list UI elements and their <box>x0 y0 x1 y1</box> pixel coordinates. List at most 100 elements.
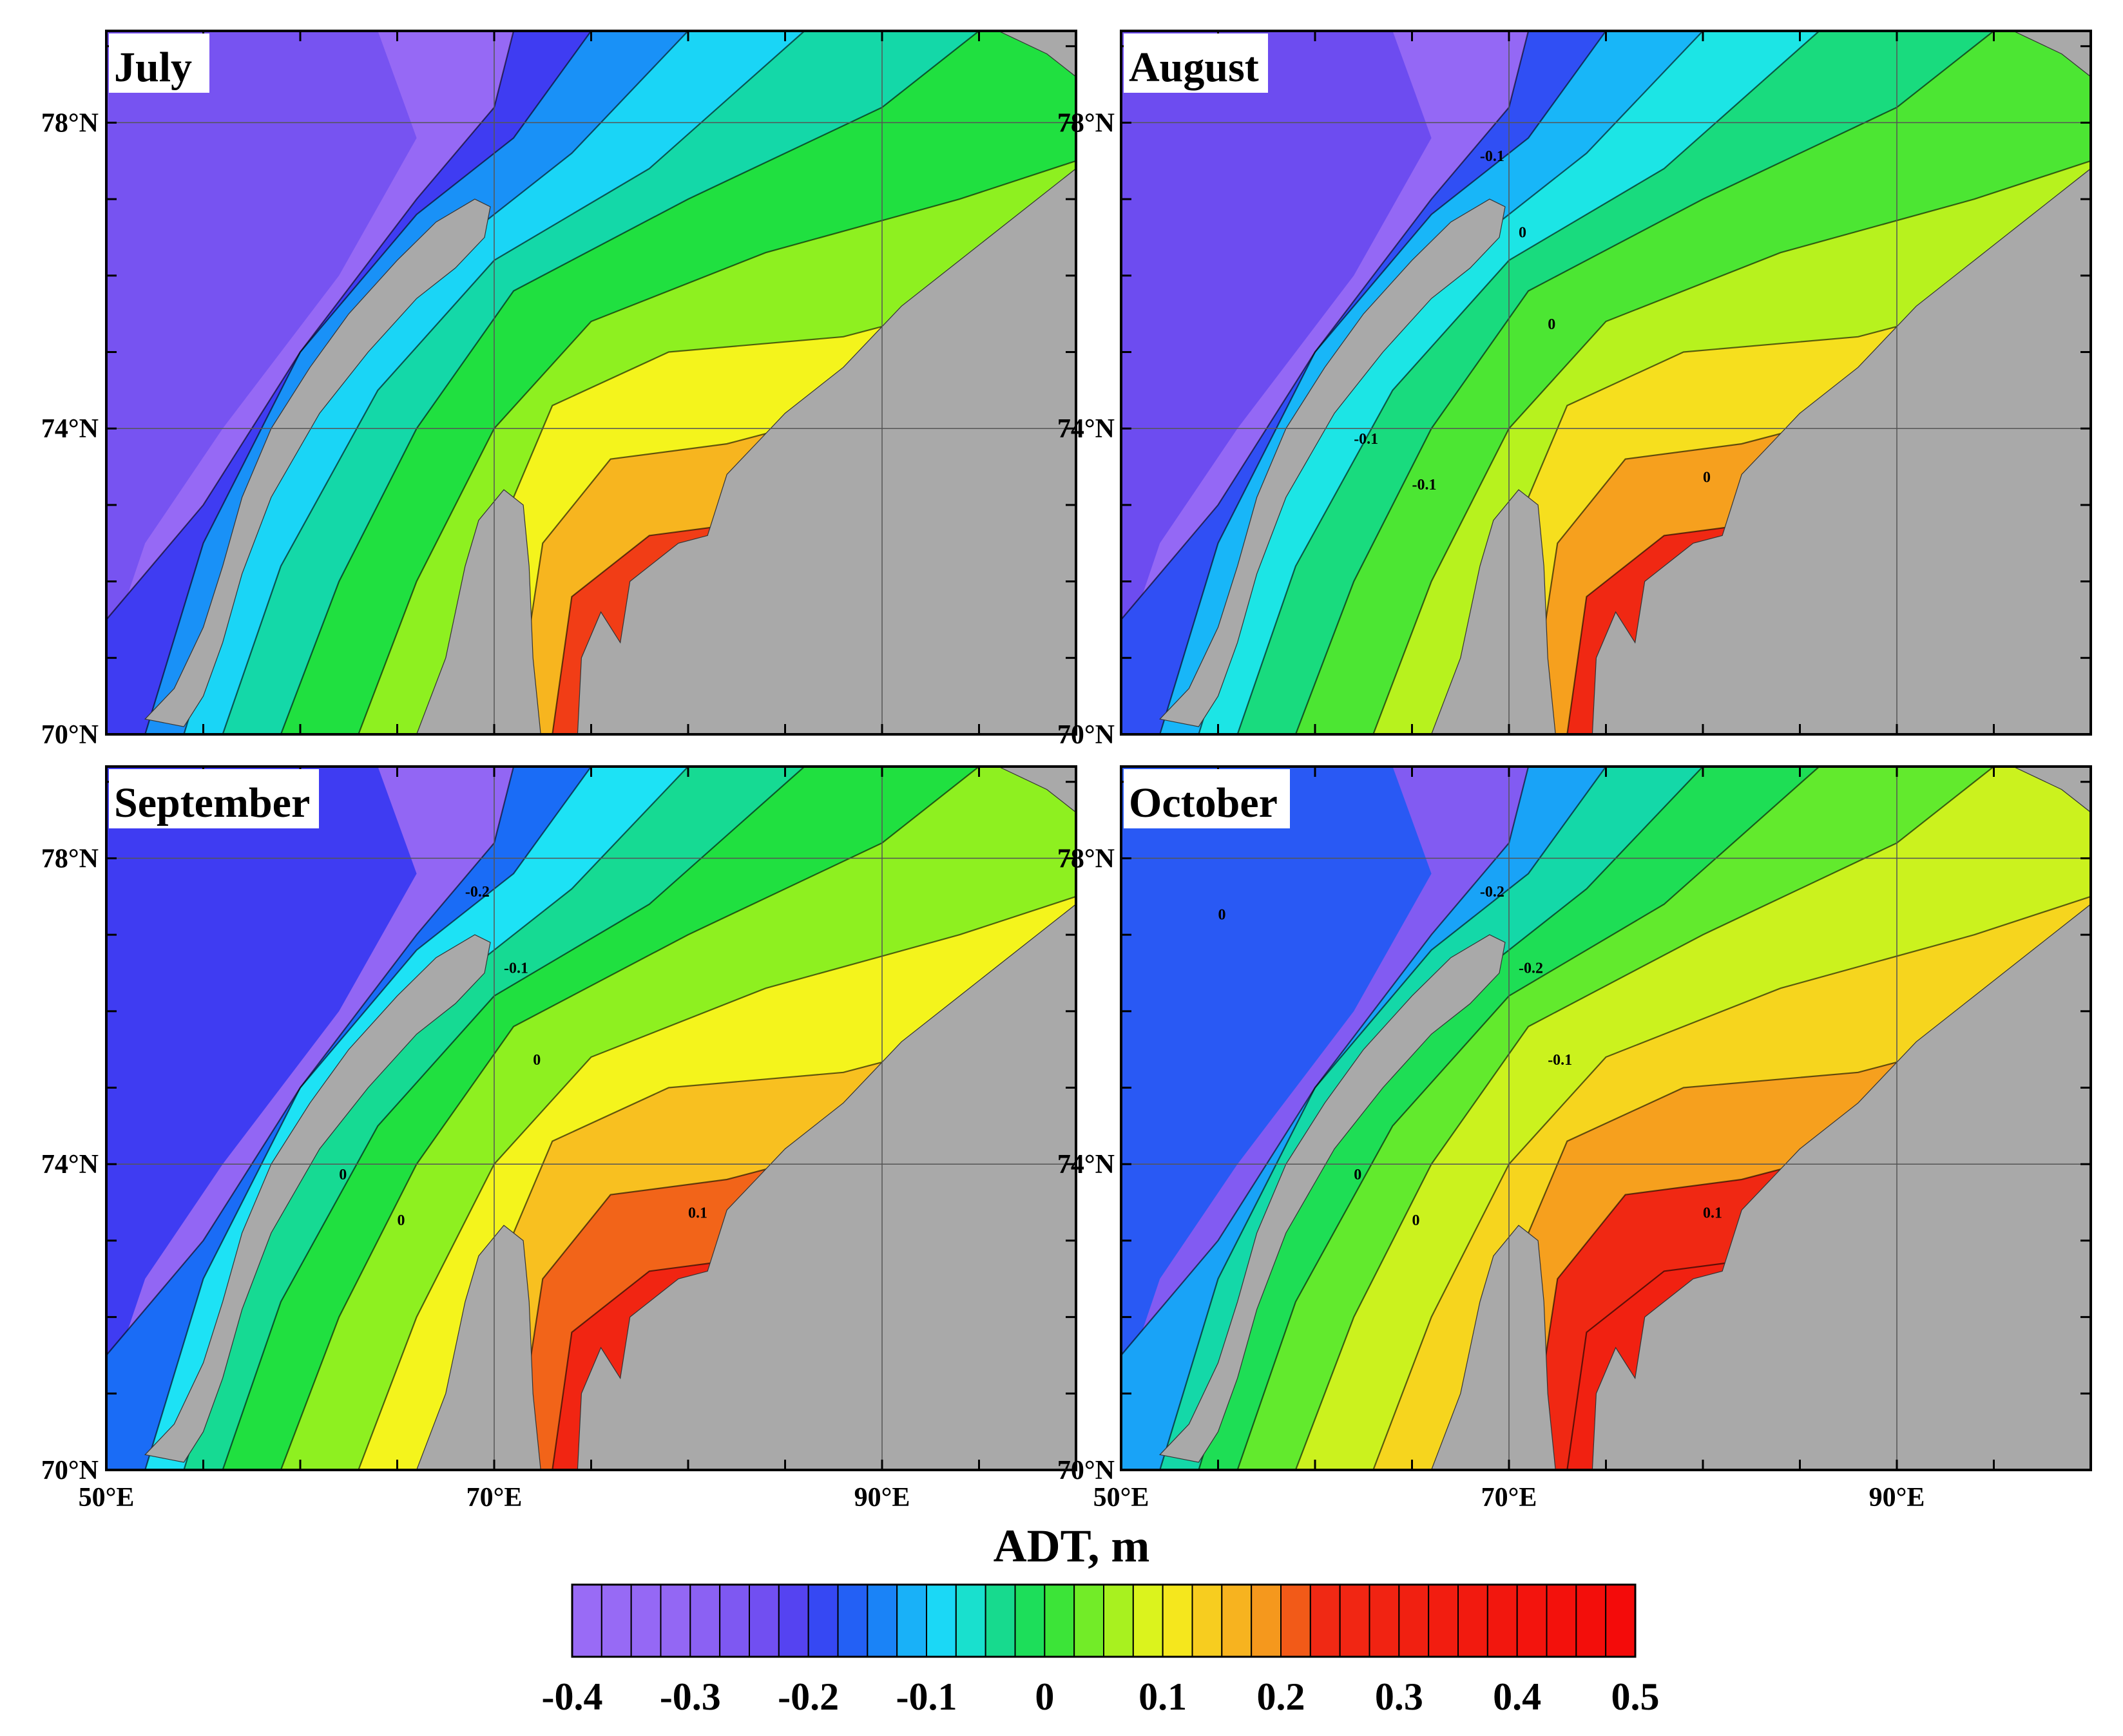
colorbar-cell <box>985 1584 1016 1657</box>
colorbar-cell <box>1162 1584 1193 1657</box>
contour-label: 0 <box>1519 224 1526 241</box>
lat-label: 74°N <box>1057 414 1115 444</box>
colorbar-cell <box>1280 1584 1311 1657</box>
panel-title-bg <box>1124 769 1290 828</box>
colorbar-cell <box>837 1584 869 1657</box>
colorbar-cell <box>719 1584 750 1657</box>
contour-label: 0 <box>339 1167 347 1183</box>
colorbar-cell <box>1369 1584 1400 1657</box>
adt-contour <box>280 767 1076 1470</box>
adt-contour <box>1469 1010 2091 1470</box>
contour-label: 0 <box>1218 906 1226 923</box>
contour-label: 0.1 <box>1703 1205 1722 1221</box>
adt-contour <box>1159 767 2091 1470</box>
novaya-zemlya-land <box>144 934 491 1463</box>
lat-label: 78°N <box>1057 108 1115 138</box>
gydan-land <box>577 903 1076 1470</box>
lat-label: 78°N <box>41 844 99 873</box>
panel-title-bg <box>109 33 209 93</box>
colorbar-cell <box>807 1584 839 1657</box>
colorbar-tick-label: 0.4 <box>1493 1675 1541 1718</box>
lat-label: 74°N <box>1057 1150 1115 1179</box>
colorbar-cell <box>1516 1584 1548 1657</box>
lat-label: 78°N <box>41 108 99 138</box>
colorbar-cell <box>778 1584 809 1657</box>
adt-band <box>1121 767 1432 1394</box>
colorbar-cell <box>1221 1584 1253 1657</box>
adt-contour <box>106 31 1076 734</box>
adt-contour <box>144 767 1076 1470</box>
lat-label: 70°N <box>41 1456 99 1485</box>
gydan-land <box>577 167 1076 734</box>
lat-label: 70°N <box>1057 720 1115 750</box>
colorbar-cell <box>1605 1584 1637 1657</box>
colorbar-cell <box>1251 1584 1282 1657</box>
adt-band <box>106 31 417 658</box>
adt-contour <box>454 1010 1076 1470</box>
panel-title-bg <box>109 769 319 828</box>
novaya-zemlya-land <box>144 198 491 727</box>
colorbar-cell <box>572 1584 602 1657</box>
map-panels: July 78°N 74°N 70°N -0.1 0 0 -0.1 -0.1 0 August 78°… <box>41 30 2092 1512</box>
map-panel-july: July 78°N 74°N 70°N <box>41 30 1077 750</box>
lat-label: 74°N <box>41 414 99 444</box>
gydan-land <box>1591 903 2091 1470</box>
lon-label: 50°E <box>79 1483 135 1512</box>
colorbar-tick-label: 0 <box>1035 1675 1054 1718</box>
lon-label: 90°E <box>854 1483 910 1512</box>
colorbar-cell <box>926 1584 957 1657</box>
adt-contour <box>1121 767 2091 1470</box>
colorbar: ADT, m -0.4 -0.3 -0.2 -0.1 0 0.1 0.2 0.3 0.4 0.5 <box>542 1520 1660 1718</box>
adt-contour <box>454 274 1076 734</box>
colorbar-cell <box>1398 1584 1430 1657</box>
colorbar-tick-label: 0.5 <box>1611 1675 1660 1718</box>
lon-label: 70°E <box>466 1483 523 1512</box>
contour-label: -0.1 <box>1548 1052 1572 1069</box>
contour-label: 0 <box>1354 1167 1361 1183</box>
adt-contour <box>106 767 1076 1470</box>
lon-label: 90°E <box>1869 1483 1925 1512</box>
colorbar-tick-label: 0.2 <box>1257 1675 1305 1718</box>
adt-contour <box>1236 767 2091 1470</box>
contour-label: 0 <box>1412 1212 1420 1229</box>
colorbar-tick-label: -0.1 <box>896 1675 957 1718</box>
contour-label: 0 <box>1548 316 1555 333</box>
lat-label: 78°N <box>1057 844 1115 873</box>
colorbar-cell <box>1014 1584 1046 1657</box>
contour-label: -0.2 <box>1480 884 1504 901</box>
panel-title-bg <box>1124 33 1268 93</box>
adt-contour <box>1159 31 2091 734</box>
panel-title: August <box>1129 44 1259 91</box>
adt-contour <box>222 31 1076 734</box>
yamal-land <box>416 1225 545 1470</box>
colorbar-cell <box>1486 1584 1518 1657</box>
adt-contour <box>222 767 1076 1470</box>
adt-band <box>1121 31 1432 658</box>
severnaya-zemlya-land <box>2013 767 2091 813</box>
adt-contour <box>1121 31 2091 734</box>
colorbar-frame <box>571 1583 1637 1658</box>
adt-contour <box>1294 767 2091 1470</box>
contour-label: -0.1 <box>1354 431 1378 448</box>
colorbar-tick-label: 0.3 <box>1375 1675 1423 1718</box>
colorbar-cell <box>1191 1584 1223 1657</box>
colorbar-cell <box>1339 1584 1370 1657</box>
contour-label: -0.1 <box>1480 148 1504 165</box>
lon-label: 70°E <box>1481 1483 1537 1512</box>
adt-contour <box>1469 274 2091 734</box>
adt-contour <box>280 31 1076 734</box>
novaya-zemlya-land <box>1159 198 1506 727</box>
yamal-land <box>1430 489 1560 734</box>
contour-label: -0.2 <box>465 884 490 901</box>
colorbar-cell <box>1428 1584 1459 1657</box>
panel-title: September <box>114 779 310 826</box>
panel-title: October <box>1129 779 1278 826</box>
colorbar-cell <box>1457 1584 1488 1657</box>
novaya-zemlya-land <box>1159 934 1506 1463</box>
colorbar-cell <box>867 1584 898 1657</box>
adt-contour <box>1236 31 2091 734</box>
colorbar-cell <box>749 1584 780 1657</box>
contour-label: 0 <box>1703 469 1711 486</box>
adt-contour <box>1294 31 2091 734</box>
